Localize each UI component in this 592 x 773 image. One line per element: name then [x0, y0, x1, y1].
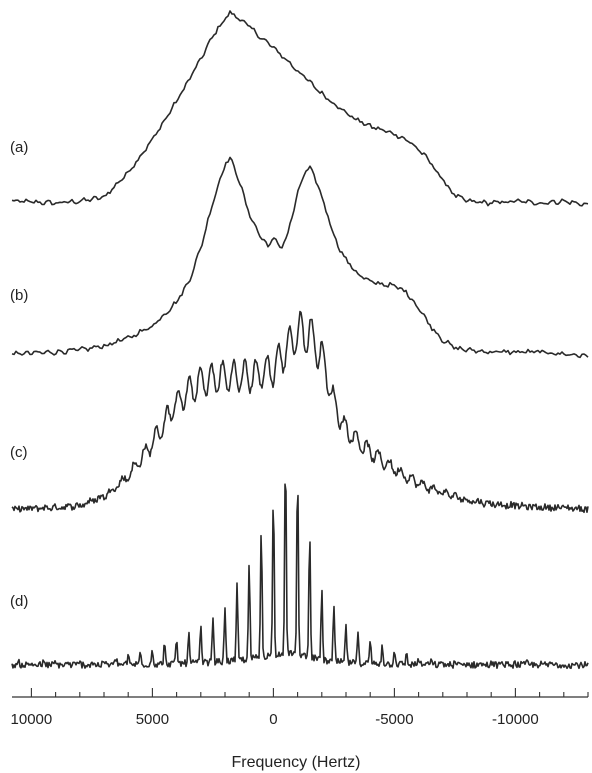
x-axis-title: Frequency (Hertz) — [232, 754, 361, 771]
x-tick-label: 5000 — [136, 711, 169, 728]
panel-label-4: (d) — [10, 593, 28, 610]
x-tick-label: 10000 — [11, 711, 53, 728]
panel-label-3: (c) — [10, 444, 28, 461]
spectrum-trace-4 — [11, 483, 589, 670]
spectrum-trace-3 — [11, 310, 589, 514]
panel-labels: (a) (b) (c) (d) — [10, 139, 28, 610]
x-tick-label: -5000 — [375, 711, 413, 728]
x-axis-tick-labels: 10000 5000 0 -5000 -10000 — [11, 711, 539, 728]
spectra-traces — [11, 10, 589, 670]
panel-label-2: (b) — [10, 287, 28, 304]
x-tick-label: -10000 — [492, 711, 539, 728]
x-tick-label: 0 — [269, 711, 277, 728]
x-axis-ticks — [30, 688, 589, 697]
spectrum-trace-1 — [11, 10, 589, 207]
x-axis: 10000 5000 0 -5000 -10000 — [11, 688, 589, 728]
spectrum-trace-2 — [11, 156, 589, 359]
panel-label-1: (a) — [10, 139, 28, 156]
